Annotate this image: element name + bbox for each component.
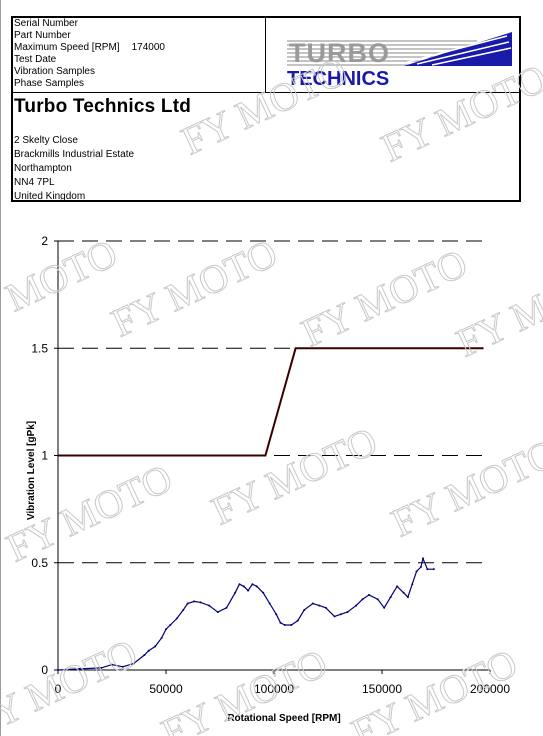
- vibration-data-point: [268, 602, 271, 605]
- y-tick-label: 0.5: [31, 556, 48, 570]
- vibration-data-point: [132, 662, 135, 665]
- vibration-data-point: [415, 570, 418, 573]
- address-line: United Kingdom: [14, 191, 86, 202]
- field-serial-number: Serial Number: [14, 18, 265, 30]
- vibration-data-point: [275, 613, 278, 616]
- x-tick-label: 100000: [254, 682, 294, 696]
- vibration-data-point: [346, 611, 349, 614]
- address-line: NN4 7PL: [14, 177, 55, 188]
- field-label: Phase Samples: [14, 78, 85, 89]
- y-tick-label: 0: [41, 663, 48, 677]
- vibration-data-point: [355, 604, 358, 607]
- vibration-data-point: [290, 623, 293, 626]
- y-tick-label: 2: [41, 234, 48, 248]
- logo-word-technics: TECHNICS: [287, 68, 389, 90]
- vibration-data-point: [247, 589, 250, 592]
- y-tick-label: 1.5: [31, 341, 48, 355]
- vibration-data-point: [324, 606, 327, 609]
- vibration-data-point: [419, 566, 422, 569]
- vibration-data-point: [389, 596, 392, 599]
- field-label: Vibration Samples: [14, 66, 95, 77]
- vibration-data-point: [208, 604, 211, 607]
- address-line: 2 Skelty Close: [14, 135, 78, 146]
- vibration-data-point: [318, 604, 321, 607]
- x-tick-label: 50000: [149, 682, 183, 696]
- limit-series-line: [58, 347, 484, 457]
- vibration-data-point: [160, 636, 163, 639]
- vibration-data-point: [182, 608, 185, 611]
- vibration-data-point: [311, 602, 314, 605]
- address-line: Northampton: [14, 163, 72, 174]
- y-axis-title: Vibration Level [gPk]: [26, 421, 37, 520]
- x-tick-label: 0: [55, 682, 62, 696]
- vibration-data-point: [225, 606, 228, 609]
- vibration-data-point: [143, 653, 146, 656]
- vibration-chart: 0 0.5 1 1.5 2 0 50000 100000 150000 200000 Rotatio…: [26, 234, 510, 724]
- test-info-fields: Serial Number Part Number Maximum Speed …: [13, 18, 266, 92]
- field-label: Part Number: [14, 30, 71, 41]
- field-test-date: Test Date: [14, 54, 265, 66]
- vibration-data-point: [238, 583, 241, 586]
- vibration-data-point: [154, 645, 157, 648]
- vibration-series-line: [57, 556, 434, 671]
- vibration-data-point: [396, 585, 399, 588]
- y-tick-label: 1: [41, 449, 48, 463]
- vibration-data-point: [339, 613, 342, 616]
- field-label: Test Date: [14, 54, 57, 65]
- vibration-data-point: [383, 606, 386, 609]
- vibration-data-point: [376, 598, 379, 601]
- x-tick-label: 150000: [362, 682, 402, 696]
- turbo-technics-logo: TURBO TECHNICS: [267, 18, 519, 92]
- vibration-data-point: [426, 568, 429, 571]
- field-value: 174000: [131, 42, 165, 53]
- vibration-data-point: [169, 623, 172, 626]
- vibration-data-point: [279, 621, 282, 624]
- vibration-data-point: [303, 608, 306, 611]
- vibration-data-point: [186, 602, 189, 605]
- vibration-data-point: [283, 623, 286, 626]
- field-label: Maximum Speed [RPM]: [14, 42, 120, 53]
- vibration-data-point: [242, 585, 245, 588]
- field-vibration-samples: Vibration Samples: [14, 66, 265, 78]
- vibration-data-point: [165, 628, 167, 631]
- vibration-data-point: [422, 557, 425, 560]
- vibration-data-point: [402, 591, 405, 594]
- report-header: Serial Number Part Number Maximum Speed …: [11, 16, 521, 202]
- x-axis-title: Rotational Speed [RPM]: [227, 713, 340, 724]
- vibration-data-point: [193, 600, 196, 603]
- vibration-data-point: [175, 617, 178, 620]
- vibration-data-point: [234, 591, 237, 594]
- vibration-data-point: [333, 615, 336, 618]
- vibration-data-point: [411, 583, 414, 586]
- field-phase-samples: Phase Samples: [14, 78, 265, 90]
- vibration-data-point: [57, 669, 59, 671]
- vibration-data-point: [296, 619, 299, 622]
- field-maximum-speed: Maximum Speed [RPM] 174000: [14, 42, 265, 54]
- field-label: Serial Number: [14, 18, 78, 29]
- vibration-data-point: [368, 593, 371, 596]
- company-address: 2 Skelty Close Brackmills Industrial Est…: [14, 134, 134, 204]
- vibration-data-point: [147, 649, 150, 652]
- vibration-data-point: [262, 591, 265, 594]
- address-line: Brackmills Industrial Estate: [14, 149, 135, 160]
- vibration-data-point: [100, 666, 103, 669]
- company-name: Turbo Technics Ltd: [14, 96, 192, 117]
- vibration-data-point: [121, 665, 124, 668]
- logo-graphic: TURBO TECHNICS: [287, 32, 512, 90]
- vibration-data-point: [78, 667, 81, 670]
- header-top-row: Serial Number Part Number Maximum Speed …: [13, 18, 519, 93]
- vibration-data-point: [361, 598, 364, 601]
- vibration-data-point: [216, 611, 219, 614]
- vibration-data-point: [111, 663, 113, 666]
- vibration-data-point: [251, 583, 254, 586]
- vibration-data-point: [199, 601, 202, 604]
- x-tick-label: 200000: [470, 682, 510, 696]
- logo-word-turbo: TURBO: [289, 38, 390, 68]
- vibration-data-point: [432, 568, 435, 571]
- field-part-number: Part Number: [14, 30, 265, 42]
- vibration-data-point: [255, 585, 258, 588]
- vibration-data-point: [406, 596, 409, 599]
